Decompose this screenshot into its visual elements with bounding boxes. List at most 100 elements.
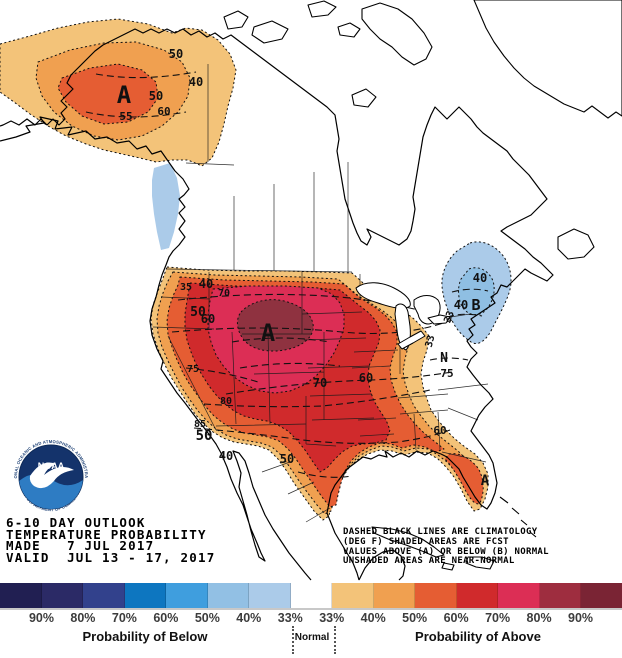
map-label-75: 75: [187, 364, 199, 375]
colorbar: [0, 583, 622, 610]
map-label-85: 85: [194, 419, 206, 430]
map-label-50: 50: [149, 89, 163, 103]
colorbar-segment-normal: [290, 583, 333, 608]
above-80-region: [236, 299, 314, 352]
colorbar-segment-above-33: [332, 583, 374, 608]
note-line-2: (DEG F) SHADED AREAS ARE FCST: [343, 536, 509, 547]
colorbar-tick-label: 33%: [319, 611, 345, 625]
lake-ontario: [427, 314, 451, 325]
map-label-33: 33: [442, 310, 456, 325]
above-normal-regions: [150, 266, 489, 521]
newfoundland: [557, 228, 595, 260]
colorbar-tick-label: 50%: [194, 611, 220, 625]
arctic-island-1: [307, 0, 337, 18]
below-normal-regions: [152, 163, 512, 344]
colorbar-tick-label: 80%: [526, 611, 552, 625]
normal-label: Normal: [294, 632, 330, 643]
islands: [223, 0, 622, 571]
colorbar-tick-label: 80%: [70, 611, 96, 625]
bc-coast-below-33-region: [152, 163, 180, 250]
map-label-50: 50: [196, 428, 213, 444]
cuba: [371, 526, 445, 558]
colorbar-segment-above-70: [498, 583, 540, 608]
note-line-1: DASHED BLACK LINES ARE CLIMATOLOGY: [343, 527, 538, 537]
colorbar-segment-above-80: [539, 583, 582, 608]
lake-erie: [397, 330, 426, 350]
alaska-above-50-region: [57, 63, 159, 125]
map-label-B: B: [471, 296, 480, 314]
colorbar-segment-below-40: [207, 583, 250, 608]
map-label-70: 70: [218, 288, 230, 299]
colorbar-tick-label: 70%: [111, 611, 137, 625]
note-line-3: VALUES ABOVE (A) OR BELOW (B) NORMAL: [343, 546, 549, 557]
note-block: DASHED BLACK LINES ARE CLIMATOLOGY (DEG …: [343, 527, 549, 567]
northeast-below-40-region: [458, 267, 495, 316]
colorbar-tick-label: 60%: [443, 611, 469, 625]
map-label-60: 60: [433, 424, 446, 437]
colorbar-segment-above-60: [456, 583, 499, 608]
colorbar-captions: Probability of Below Normal Probability …: [0, 626, 622, 657]
colorbar-tick-label: 50%: [402, 611, 428, 625]
map-label-40: 40: [219, 449, 233, 463]
jamaica: [441, 562, 455, 571]
map-label-55: 55: [119, 110, 132, 123]
normal-divider-left: [292, 626, 294, 654]
map-label-60: 60: [201, 312, 215, 326]
map-label-80: 80: [220, 396, 232, 407]
colorbar-tick-label: 90%: [568, 611, 594, 625]
noaa-logo-wordmark: NOAA: [38, 461, 65, 471]
colorbar-tick-label: 70%: [485, 611, 511, 625]
normal-divider-right: [334, 626, 336, 654]
southampton-island: [351, 88, 377, 108]
alaska-above-normal-regions: [0, 18, 237, 167]
colorbar-segment-below-80: [41, 583, 84, 608]
coastline: [0, 28, 554, 581]
victoria-island: [251, 20, 289, 44]
great-lakes: [355, 282, 451, 351]
map-label-40: 40: [454, 298, 468, 312]
arctic-island-2: [337, 22, 361, 38]
greenland: [473, 0, 622, 119]
coastline-north: [0, 28, 554, 282]
baffin-island: [361, 2, 433, 66]
map-label-60: 60: [157, 105, 170, 118]
colorbar-tick-label: 40%: [236, 611, 262, 625]
colorbar-tick-label: 90%: [28, 611, 54, 625]
map-label-75: 75: [440, 367, 453, 380]
title-line-4: VALID JUL 13 - 17, 2017: [6, 549, 216, 565]
map-label-50: 50: [190, 305, 206, 320]
map-label-35: 35: [180, 282, 192, 293]
colorbar-segment-below-60: [124, 583, 167, 608]
map-label-A: A: [481, 473, 490, 489]
map-label-50: 50: [169, 47, 183, 61]
map-label-33: 33: [424, 334, 438, 348]
title-line-3: MADE 7 JUL 2017: [6, 538, 155, 554]
hispaniola: [465, 556, 495, 570]
map-label-A: A: [117, 81, 132, 109]
colorbar-segment-below-33: [249, 583, 291, 608]
banks-island: [223, 10, 249, 30]
climatology-dashed-lines: [85, 71, 489, 478]
map-label-40: 40: [473, 271, 487, 285]
map-label-A: A: [261, 319, 276, 347]
note-line-4: UNSHADED AREAS ARE NEAR-NORMAL: [343, 556, 515, 567]
title-line-2: TEMPERATURE PROBABILITY: [6, 526, 207, 542]
map-label-40: 40: [199, 277, 213, 291]
colorbar-segment-above-50: [415, 583, 457, 608]
title-block: 6-10 DAY OUTLOOK TEMPERATURE PROBABILITY…: [6, 515, 216, 565]
map-label-40: 40: [189, 75, 203, 89]
lake-superior: [355, 282, 411, 309]
probability-of-below-label: Probability of Below: [82, 629, 208, 644]
colorbar-tick-label: 60%: [153, 611, 179, 625]
bahamas: [499, 496, 537, 538]
title-line-1: 6-10 DAY OUTLOOK: [6, 515, 146, 530]
colorbar-tick-label: 40%: [360, 611, 386, 625]
colorbar-tick-label: 33%: [277, 611, 303, 625]
map-label-N: N: [440, 351, 448, 366]
probability-of-above-label: Probability of Above: [415, 629, 541, 644]
map-label-60: 60: [359, 371, 373, 385]
colorbar-segment-below-50: [166, 583, 208, 608]
